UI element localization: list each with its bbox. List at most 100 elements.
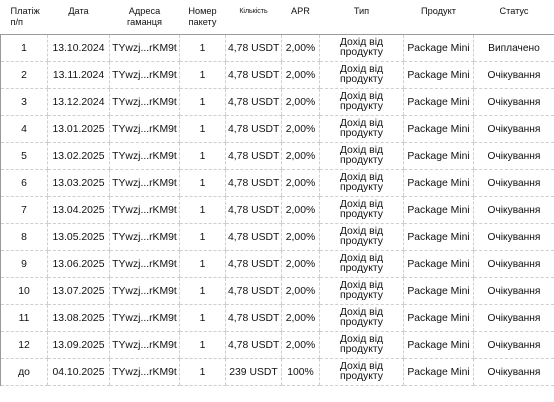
table-row: 9 13.06.2025 TYwzj...rKM9t 1 4,78 USDT 2… bbox=[0, 250, 554, 278]
cell-date: 13.04.2025 bbox=[47, 196, 110, 224]
cell-date: 13.10.2024 bbox=[47, 34, 110, 62]
cell-wallet: TYwzj...rKM9t bbox=[109, 34, 180, 62]
cell-payment-no: 10 bbox=[0, 277, 48, 305]
cell-type: Дохід від продукту bbox=[319, 169, 404, 197]
cell-type: Дохід від продукту bbox=[319, 223, 404, 251]
cell-amount: 4,78 USDT bbox=[225, 277, 282, 305]
cell-status: Очікування bbox=[473, 250, 554, 278]
cell-payment-no: 3 bbox=[0, 88, 48, 116]
cell-apr: 2,00% bbox=[281, 250, 320, 278]
cell-product: Package Mini bbox=[403, 169, 474, 197]
cell-apr: 2,00% bbox=[281, 277, 320, 305]
cell-payment-no: 8 bbox=[0, 223, 48, 251]
cell-package-no: 1 bbox=[179, 250, 226, 278]
cell-type: Дохід від продукту bbox=[319, 61, 404, 89]
cell-amount: 4,78 USDT bbox=[225, 331, 282, 359]
cell-product: Package Mini bbox=[403, 88, 474, 116]
cell-payment-no: 2 bbox=[0, 61, 48, 89]
cell-product: Package Mini bbox=[403, 223, 474, 251]
cell-date: 13.11.2024 bbox=[47, 61, 110, 89]
header-status: Статус bbox=[499, 6, 529, 16]
table-row: 1 13.10.2024 TYwzj...rKM9t 1 4,78 USDT 2… bbox=[0, 34, 554, 62]
header-date: Дата bbox=[68, 6, 89, 16]
cell-product: Package Mini bbox=[403, 196, 474, 224]
header-amount: Кількість bbox=[239, 8, 268, 15]
cell-apr: 2,00% bbox=[281, 115, 320, 143]
header-type: Тип bbox=[353, 6, 370, 16]
cell-apr: 100% bbox=[281, 358, 320, 386]
cell-date: 13.06.2025 bbox=[47, 250, 110, 278]
cell-date: 13.07.2025 bbox=[47, 277, 110, 305]
cell-apr: 2,00% bbox=[281, 88, 320, 116]
header-package-no: Номер пакету bbox=[188, 6, 217, 27]
cell-status: Очікування bbox=[473, 142, 554, 170]
cell-product: Package Mini bbox=[403, 61, 474, 89]
cell-package-no: 1 bbox=[179, 142, 226, 170]
cell-status: Очікування bbox=[473, 358, 554, 386]
cell-package-no: 1 bbox=[179, 196, 226, 224]
cell-amount: 4,78 USDT bbox=[225, 223, 282, 251]
cell-wallet: TYwzj...rKM9t bbox=[109, 277, 180, 305]
cell-wallet: TYwzj...rKM9t bbox=[109, 304, 180, 332]
cell-product: Package Mini bbox=[403, 358, 474, 386]
cell-amount: 4,78 USDT bbox=[225, 169, 282, 197]
cell-package-no: 1 bbox=[179, 358, 226, 386]
table-row: 4 13.01.2025 TYwzj...rKM9t 1 4,78 USDT 2… bbox=[0, 115, 554, 143]
cell-type: Дохід від продукту bbox=[319, 34, 404, 62]
table-row: 10 13.07.2025 TYwzj...rKM9t 1 4,78 USDT … bbox=[0, 277, 554, 305]
cell-date: 13.03.2025 bbox=[47, 169, 110, 197]
cell-status: Очікування bbox=[473, 196, 554, 224]
cell-status: Очікування bbox=[473, 277, 554, 305]
cell-date: 13.08.2025 bbox=[47, 304, 110, 332]
cell-status: Очікування bbox=[473, 304, 554, 332]
cell-product: Package Mini bbox=[403, 277, 474, 305]
cell-wallet: TYwzj...rKM9t bbox=[109, 331, 180, 359]
cell-payment-no: до bbox=[0, 358, 48, 386]
cell-payment-no: 9 bbox=[0, 250, 48, 278]
cell-amount: 4,78 USDT bbox=[225, 142, 282, 170]
table-row: 5 13.02.2025 TYwzj...rKM9t 1 4,78 USDT 2… bbox=[0, 142, 554, 170]
cell-product: Package Mini bbox=[403, 142, 474, 170]
cell-product: Package Mini bbox=[403, 34, 474, 62]
table-body: 1 13.10.2024 TYwzj...rKM9t 1 4,78 USDT 2… bbox=[0, 34, 554, 386]
cell-apr: 2,00% bbox=[281, 169, 320, 197]
cell-date: 13.05.2025 bbox=[47, 223, 110, 251]
cell-type: Дохід від продукту bbox=[319, 250, 404, 278]
cell-payment-no: 6 bbox=[0, 169, 48, 197]
table-row: 12 13.09.2025 TYwzj...rKM9t 1 4,78 USDT … bbox=[0, 331, 554, 359]
cell-status: Очікування bbox=[473, 61, 554, 89]
cell-payment-no: 7 bbox=[0, 196, 48, 224]
cell-amount: 4,78 USDT bbox=[225, 61, 282, 89]
cell-package-no: 1 bbox=[179, 34, 226, 62]
cell-apr: 2,00% bbox=[281, 61, 320, 89]
cell-payment-no: 1 bbox=[0, 34, 48, 62]
cell-product: Package Mini bbox=[403, 115, 474, 143]
cell-package-no: 1 bbox=[179, 61, 226, 89]
cell-package-no: 1 bbox=[179, 169, 226, 197]
cell-payment-no: 4 bbox=[0, 115, 48, 143]
cell-amount: 4,78 USDT bbox=[225, 304, 282, 332]
table-row: 7 13.04.2025 TYwzj...rKM9t 1 4,78 USDT 2… bbox=[0, 196, 554, 224]
cell-apr: 2,00% bbox=[281, 331, 320, 359]
cell-wallet: TYwzj...rKM9t bbox=[109, 88, 180, 116]
cell-amount: 239 USDT bbox=[225, 358, 282, 386]
cell-wallet: TYwzj...rKM9t bbox=[109, 61, 180, 89]
table-row: 2 13.11.2024 TYwzj...rKM9t 1 4,78 USDT 2… bbox=[0, 61, 554, 89]
cell-date: 13.02.2025 bbox=[47, 142, 110, 170]
cell-amount: 4,78 USDT bbox=[225, 115, 282, 143]
cell-status: Очікування bbox=[473, 223, 554, 251]
cell-type: Дохід від продукту bbox=[319, 304, 404, 332]
cell-payment-no: 5 bbox=[0, 142, 48, 170]
header-row: Платіж п/п Дата Адреса гаманця Номер пак… bbox=[1, 0, 554, 35]
cell-status: Очікування bbox=[473, 115, 554, 143]
table-row: 3 13.12.2024 TYwzj...rKM9t 1 4,78 USDT 2… bbox=[0, 88, 554, 116]
cell-type: Дохід від продукту bbox=[319, 142, 404, 170]
cell-apr: 2,00% bbox=[281, 142, 320, 170]
table-row: 6 13.03.2025 TYwzj...rKM9t 1 4,78 USDT 2… bbox=[0, 169, 554, 197]
cell-wallet: TYwzj...rKM9t bbox=[109, 358, 180, 386]
payments-table-container: Платіж п/п Дата Адреса гаманця Номер пак… bbox=[0, 0, 554, 386]
cell-package-no: 1 bbox=[179, 223, 226, 251]
cell-package-no: 1 bbox=[179, 115, 226, 143]
table-row: 8 13.05.2025 TYwzj...rKM9t 1 4,78 USDT 2… bbox=[0, 223, 554, 251]
cell-status: Виплачено bbox=[473, 34, 554, 62]
